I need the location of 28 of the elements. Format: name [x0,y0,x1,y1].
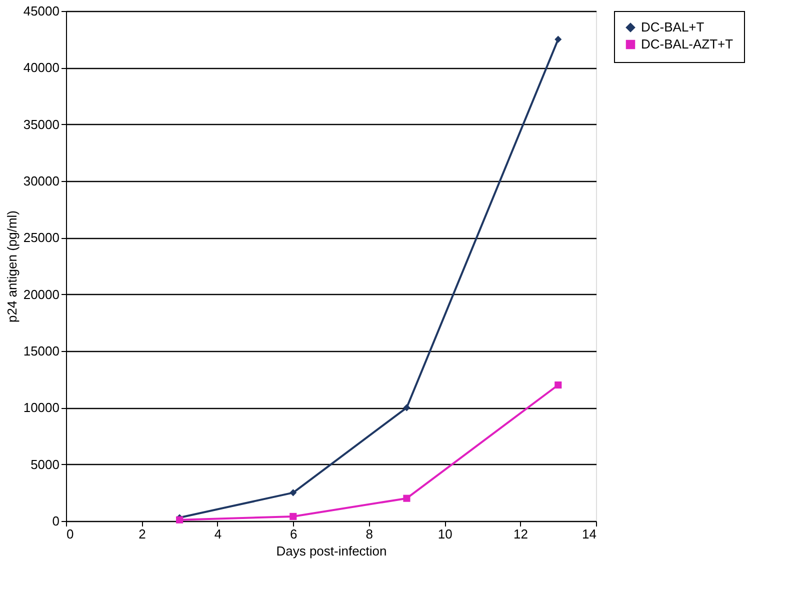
point [554,381,562,389]
point [554,36,562,43]
y-tick-label: 5000 [30,456,60,472]
y-tick-label: 40000 [23,60,60,76]
y-tick-label: 25000 [23,230,60,246]
x-tick-label: 2 [138,526,146,542]
y-tick-label: 30000 [23,174,60,188]
point [403,494,410,502]
y-tick-label: 0 [52,514,60,528]
x-tick-label: 14 [582,526,596,542]
y-tick-label: 15000 [23,344,60,358]
y-tick-label: 20000 [23,286,60,302]
x-tick-label: 8 [366,526,373,542]
point [290,489,297,496]
x-tick-label: 0 [66,526,74,542]
y-tick-label: 45000 [23,4,60,18]
y-axis-title: p24 antigen (pg/ml) [4,210,20,323]
legend-label: DC-BAL+T [641,20,704,34]
y-tick-label: 35000 [23,116,60,132]
legend-label: DC-BAL-AZT+T [641,36,734,52]
x-axis-title: Days post-infection [276,544,387,558]
x-tick-label: 12 [514,526,528,542]
y-tick-label: 10000 [23,400,60,416]
x-tick-label: 10 [438,526,452,542]
x-tick-label: 4 [214,526,222,542]
x-tick-label: 6 [290,526,298,542]
point [403,404,410,412]
point [290,512,297,520]
